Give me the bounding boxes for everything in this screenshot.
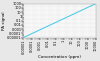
- Y-axis label: PA signal: PA signal: [2, 11, 6, 30]
- X-axis label: Concentration (ppm): Concentration (ppm): [38, 55, 81, 59]
